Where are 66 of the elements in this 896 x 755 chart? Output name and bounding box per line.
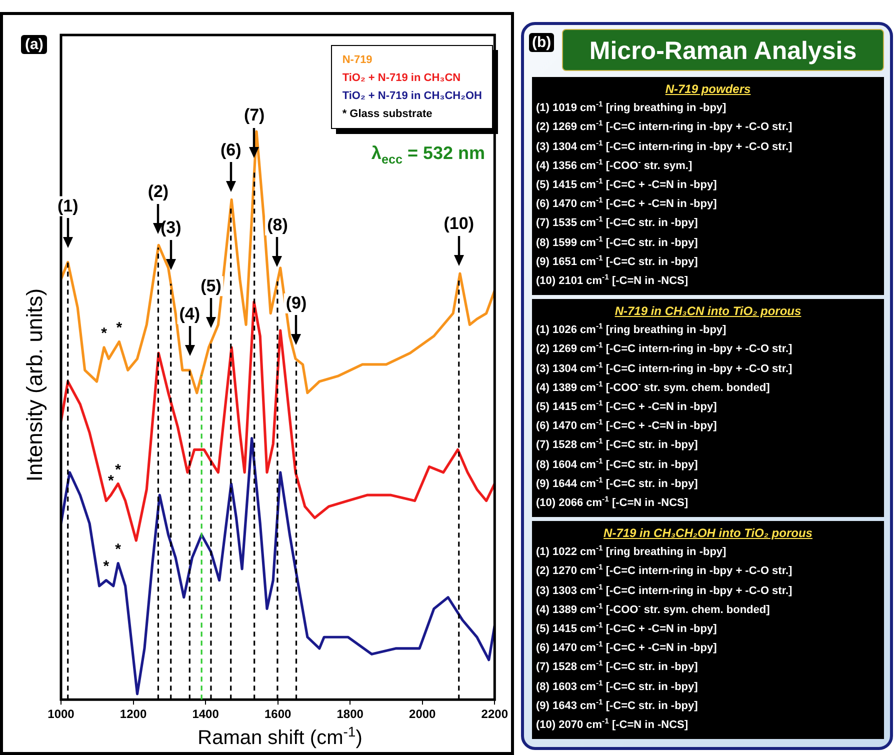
text: N-719 in CH₃CN into TiO₂ porous bbox=[614, 303, 802, 320]
text: TiO₂ + N-719 in CH₃CH₂OH bbox=[342, 89, 482, 104]
text: (5) 1415 cm$^{-1}$ [-C=C + -C=N in -bpy] bbox=[536, 620, 718, 637]
text: (2) 1269 cm$^{-1}$ [-C=C intern-ring in -bpy + -C-O str.] bbox=[536, 340, 794, 358]
text: (9) 1643 cm$^{-1}$ [-C=C str. in -bpy] bbox=[536, 696, 699, 714]
x-tick-label: 2000 bbox=[409, 707, 436, 722]
text: (8) 1599 cm$^{-1}$ [-C=C str. in -bpy] bbox=[536, 234, 699, 250]
text: (6) 1470 cm$^{-1}$ [-C=C + -C=N in -bpy] bbox=[536, 195, 718, 212]
annotation: (10) bbox=[444, 214, 474, 234]
text: (6) 1470 cm$^{-1}$ [-C=C + -C=N in -bpy] bbox=[536, 417, 718, 434]
annotation: λ$_{ecc}$ = 532 nm bbox=[371, 143, 485, 167]
text: (10) 2070 cm$^{-1}$ [-C=N in -NCS] bbox=[536, 716, 690, 733]
text: (7) 1535 cm$^{-1}$ [-C=C str. in -bpy] bbox=[536, 214, 699, 232]
annotation: (6) bbox=[220, 140, 242, 160]
text: (4) 1356 cm$^{-1}$ [-COO$^{-}$ str. sym.] bbox=[536, 156, 694, 174]
annotation: (7) bbox=[244, 106, 265, 125]
annotation: * bbox=[115, 461, 122, 478]
text: (5) 1415 cm$^{-1}$ [-C=C + -C=N in -bpy] bbox=[536, 176, 718, 193]
text: (3) 1304 cm$^{-1}$ [-C=C intern-ring in -bpy + -C-O str.] bbox=[536, 360, 794, 377]
annotation: (3) bbox=[160, 218, 182, 237]
x-tick-label: 1200 bbox=[120, 707, 147, 722]
y-axis-title: Intensity (arb. units) bbox=[22, 288, 48, 482]
annotation: (4) bbox=[179, 304, 200, 324]
text: (6) 1470 cm$^{-1}$ [-C=C + -C=N in -bpy] bbox=[536, 639, 718, 656]
text: (8) 1604 cm$^{-1}$ [-C=C str. in -bpy] bbox=[536, 456, 699, 472]
text: (2) 1270 cm$^{-1}$ [-C=C intern-ring in -bpy + -C-O str.] bbox=[536, 562, 794, 580]
annotation: (8) bbox=[267, 216, 288, 235]
text: (10) 2066 cm$^{-1}$ [-C=N in -NCS] bbox=[536, 494, 690, 511]
text: (3) 1304 cm$^{-1}$ [-C=C intern-ring in -bpy + -C-O str.] bbox=[536, 138, 794, 155]
annotation: (9) bbox=[286, 294, 307, 313]
x-tick-label: 1400 bbox=[192, 707, 220, 722]
annotation: (5) bbox=[200, 276, 222, 296]
text: (10) 2101 cm$^{-1}$ [-C=N in -NCS] bbox=[536, 272, 690, 289]
annotation: * bbox=[108, 472, 114, 490]
text: (7) 1528 cm$^{-1}$ [-C=C str. in -bpy] bbox=[536, 658, 699, 676]
text: (3) 1303 cm$^{-1}$ [-C=C intern-ring in -bpy + -C-O str.] bbox=[536, 582, 794, 599]
text: N-719 in CH₃CH₂OH into TiO₂ porous bbox=[602, 525, 814, 542]
x-tick-label: 2200 bbox=[481, 707, 508, 722]
text: TiO₂ + N-719 in CH₃CN bbox=[342, 71, 462, 86]
x-tick-label: 1600 bbox=[264, 707, 292, 722]
annotation: (2) bbox=[148, 182, 169, 201]
x-tick-label: 1000 bbox=[48, 707, 75, 722]
text: N-719 powders bbox=[664, 81, 752, 98]
text: (2) 1269 cm$^{-1}$ [-C=C intern-ring in -bpy + -C-O str.] bbox=[536, 118, 794, 136]
annotation: * bbox=[115, 540, 122, 558]
text: (8) 1603 cm$^{-1}$ [-C=C str. in -bpy] bbox=[536, 678, 699, 694]
text: Micro-Raman Analysis bbox=[562, 29, 884, 71]
text: (4) 1389 cm$^{-1}$ [-COO$^{-}$ str. sym. chem. bonded] bbox=[536, 378, 771, 396]
text: * Glass substrate bbox=[342, 107, 434, 122]
annotation: (1) bbox=[57, 196, 78, 216]
text: (1) 1022 cm$^{-1}$ [ring breathing in -bpy] bbox=[536, 543, 728, 560]
text: (5) 1415 cm$^{-1}$ [-C=C + -C=N in -bpy] bbox=[536, 398, 718, 415]
x-tick-label: 1800 bbox=[336, 707, 364, 722]
text: (7) 1528 cm$^{-1}$ [-C=C str. in -bpy] bbox=[536, 436, 699, 454]
text: (a) bbox=[21, 35, 48, 54]
text: (9) 1651 cm$^{-1}$ [-C=C str. in -bpy] bbox=[536, 252, 699, 270]
text: (1) 1026 cm$^{-1}$ [ring breathing in -bpy] bbox=[536, 321, 728, 338]
x-axis-title: Raman shift (cm$^{-1}$) bbox=[196, 723, 364, 750]
annotation: * bbox=[116, 319, 122, 336]
text: N-719 bbox=[342, 53, 374, 68]
text: (9) 1644 cm$^{-1}$ [-C=C str. in -bpy] bbox=[536, 474, 699, 492]
annotation: * bbox=[103, 558, 110, 575]
annotation: * bbox=[101, 325, 108, 342]
text: (4) 1389 cm$^{-1}$ [-COO$^{-}$ str. sym. chem. bonded] bbox=[536, 600, 771, 618]
text: (b) bbox=[529, 33, 554, 52]
text: (1) 1019 cm$^{-1}$ [ring breathing in -bpy] bbox=[536, 99, 728, 116]
